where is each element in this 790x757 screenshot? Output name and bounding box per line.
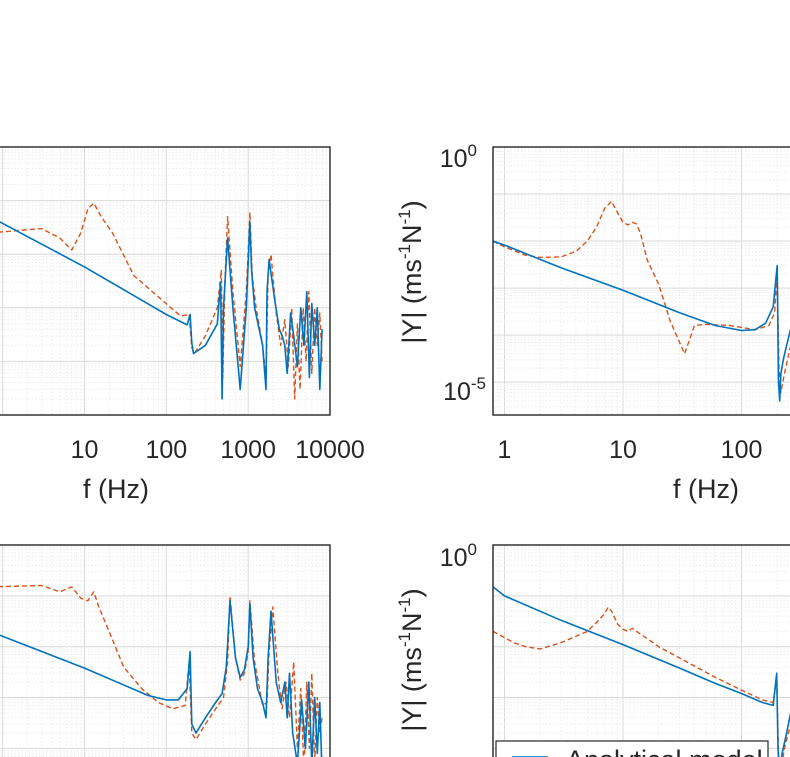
legend-box bbox=[495, 740, 769, 757]
series-top-right bbox=[493, 200, 790, 402]
x-tick-labels-top-left: 10 100 1000 10000 bbox=[71, 436, 365, 464]
y-axis-label-bottom-right: |Y| (ms-1N-1) bbox=[395, 588, 427, 731]
x-axis-label-top-left: f (Hz) bbox=[83, 474, 149, 504]
y-tick-label-top-right-0: 100 bbox=[440, 141, 477, 173]
series-numerical-line bbox=[0, 600, 323, 757]
x-tick-label: 100 bbox=[145, 436, 187, 464]
series-bottom-left bbox=[0, 584, 323, 757]
grid-top-left bbox=[0, 147, 330, 415]
series-experimental-line bbox=[0, 202, 323, 400]
x-tick-label: 10 bbox=[609, 436, 637, 464]
series-numerical-line bbox=[0, 221, 323, 400]
axes-frame-top-right bbox=[492, 146, 790, 416]
subplot-top-left: 10 100 1000 10000 f (Hz) bbox=[0, 146, 365, 504]
x-tick-label: 100 bbox=[721, 436, 763, 464]
series-experimental-line bbox=[493, 606, 790, 757]
grid-bottom-left bbox=[0, 545, 330, 757]
axes-frame-bottom-right bbox=[492, 544, 790, 757]
series-experimental-line bbox=[493, 200, 790, 394]
y-tick-label-bottom-right-0: 100 bbox=[440, 540, 477, 572]
y-axis-label-top-right: |Y| (ms-1N-1) bbox=[395, 200, 427, 343]
series-top-left bbox=[0, 202, 323, 400]
subplot-bottom-left bbox=[0, 544, 331, 757]
series-experimental-line bbox=[0, 584, 323, 757]
x-tick-label: 10000 bbox=[295, 436, 365, 464]
x-tick-label: 10 bbox=[71, 436, 99, 464]
series-numerical-line bbox=[493, 586, 790, 757]
subplot-bottom-right: 100 |Y| (ms-1N-1) Analytical model bbox=[395, 540, 790, 757]
series-numerical-line bbox=[493, 240, 790, 402]
x-axis-label-top-right: f (Hz) bbox=[673, 474, 739, 504]
x-tick-label: 1000 bbox=[220, 436, 276, 464]
legend: Analytical model bbox=[495, 740, 769, 757]
legend-entry-analytical: Analytical model bbox=[566, 745, 763, 757]
x-tick-label: 1 bbox=[498, 436, 512, 464]
y-tick-label-top-right-1: 10-5 bbox=[443, 374, 486, 406]
axes-frame-bottom-left bbox=[0, 544, 331, 757]
x-tick-labels-top-right: 1 10 100 bbox=[498, 436, 763, 464]
subplot-top-right: 1 10 100 f (Hz) 100 10-5 |Y| (ms-1N-1) bbox=[395, 141, 790, 504]
axes-frame-top-left bbox=[0, 146, 331, 416]
series-bottom-right bbox=[493, 586, 790, 757]
grid-bottom-right bbox=[493, 545, 790, 757]
grid-top-right bbox=[493, 147, 790, 415]
